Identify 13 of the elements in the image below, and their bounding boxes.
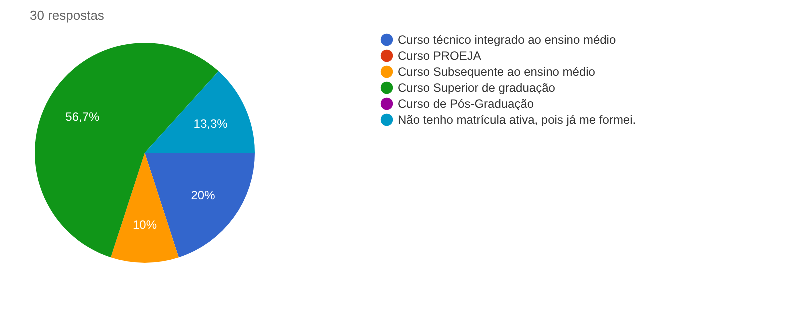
pie-slice — [145, 71, 255, 153]
data-label: 56,7% — [66, 110, 100, 124]
legend-label: Curso PROEJA — [398, 49, 482, 63]
chart-title: 30 respostas — [30, 8, 105, 23]
data-label: 20% — [191, 188, 216, 202]
legend-label: Não tenho matrícula ativa, pois já me formei. — [398, 113, 636, 127]
legend-label: Curso Subsequente ao ensino médio — [398, 65, 596, 79]
legend-label: Curso Superior de graduação — [398, 81, 556, 95]
data-label: 10% — [132, 218, 158, 232]
data-label: 13,3% — [194, 116, 228, 131]
legend-label: Curso técnico integrado ao ensino médio — [398, 33, 616, 47]
pie-slice — [111, 153, 179, 263]
legend-label: Curso de Pós-Graduação — [398, 97, 534, 111]
